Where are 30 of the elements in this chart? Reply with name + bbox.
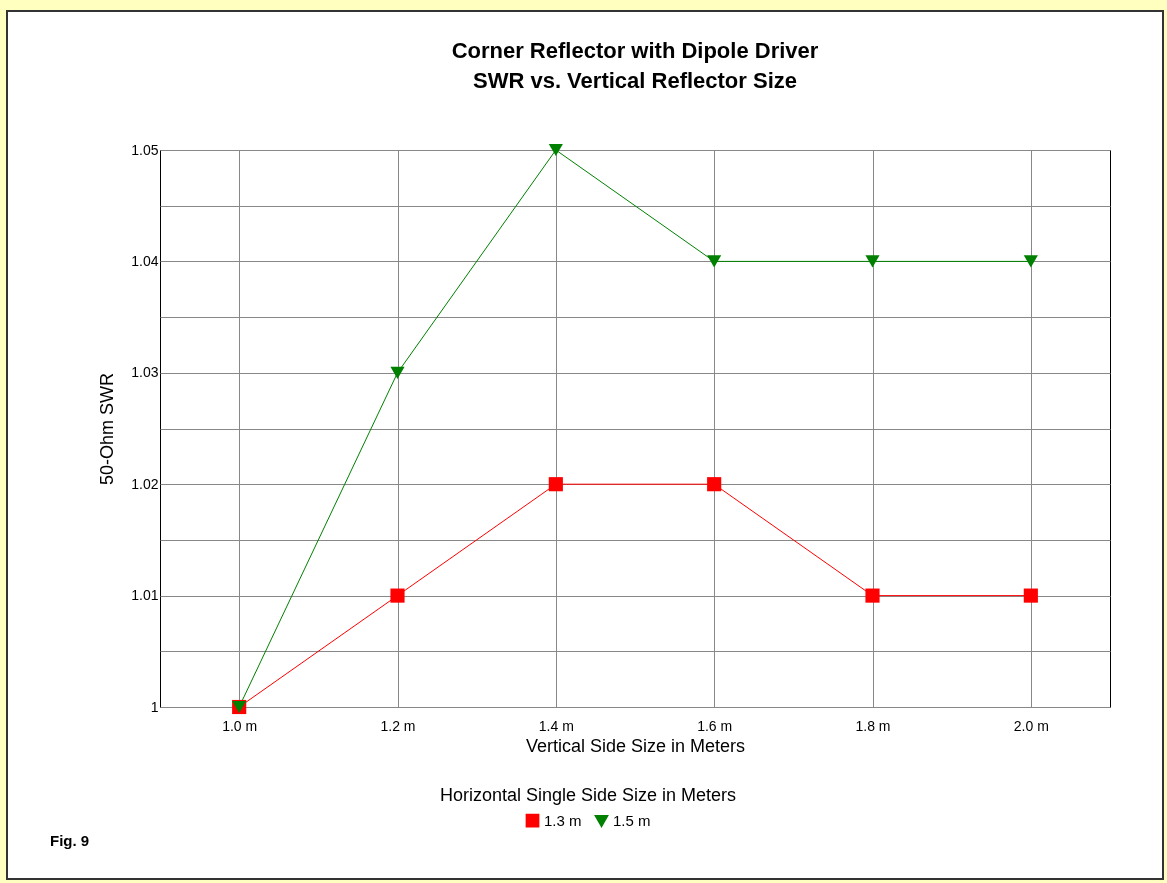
point <box>548 143 563 157</box>
y-tick-label: 1.04 <box>131 252 159 269</box>
caption: Fig. 9 <box>50 832 90 849</box>
y-tick-label: 1.02 <box>131 475 159 492</box>
y-axis-title: 50-Ohm SWR <box>97 372 118 486</box>
x-axis-title: Vertical Side Size in Meters <box>525 735 746 756</box>
y-tick-label: 1.03 <box>131 364 159 381</box>
point <box>707 255 722 268</box>
point <box>390 588 405 603</box>
point <box>865 588 880 603</box>
y-tick-label: 1.01 <box>131 587 159 604</box>
point <box>865 255 880 268</box>
x-tick-label: 2.0 m <box>1013 717 1049 734</box>
legend-title: Horizontal Single Side Size in Meters <box>439 785 737 805</box>
x-tick-label: 1.4 m <box>538 717 574 734</box>
chart-title: Corner Reflector with Dipole Driver <box>451 38 819 63</box>
point <box>1023 588 1038 603</box>
chart-subtitle: SWR vs. Vertical Reflector Size <box>472 68 798 93</box>
x-tick-label: 1.8 m <box>855 717 891 734</box>
legend-label: 1.3 m <box>544 811 582 829</box>
x-tick-label: 1.0 m <box>222 717 258 734</box>
x-tick-label: 1.6 m <box>697 717 733 734</box>
legend-label: 1.5 m <box>613 812 651 830</box>
point <box>707 477 722 492</box>
x-tick-label: 1.2 m <box>380 717 416 734</box>
y-tick-label: 1 <box>150 698 159 715</box>
point <box>548 477 563 492</box>
y-tick-label: 1.05 <box>131 141 159 158</box>
point <box>390 366 405 379</box>
point <box>1023 255 1038 268</box>
